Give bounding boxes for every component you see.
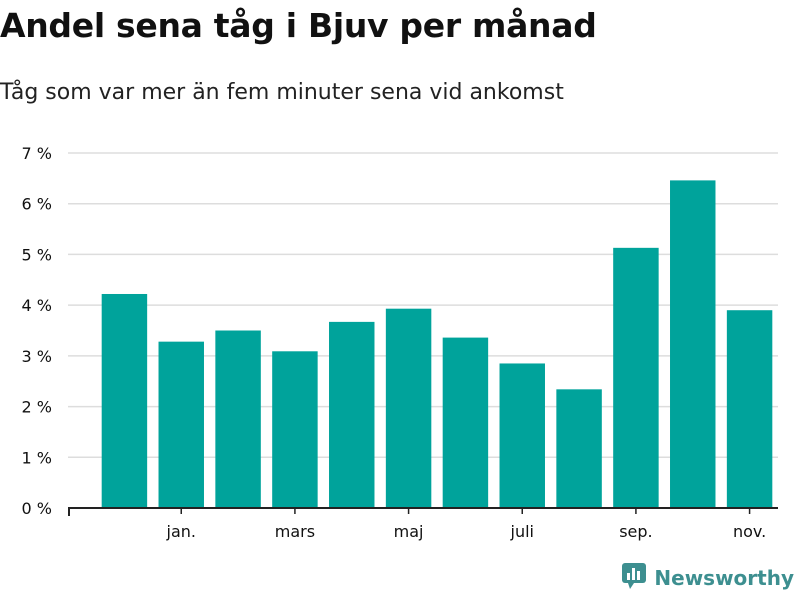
bar <box>101 293 148 508</box>
x-tick-label: maj <box>394 522 424 541</box>
bar <box>499 363 545 508</box>
bar <box>613 247 659 509</box>
chart-title: Andel sena tåg i Bjuv per månad <box>0 6 597 45</box>
x-tick-label: sep. <box>619 522 652 541</box>
bar <box>272 351 318 508</box>
newsworthy-logo-icon <box>621 562 649 594</box>
x-tick-label: mars <box>275 522 315 541</box>
y-tick-label: 2 % <box>22 398 52 417</box>
y-tick-label: 3 % <box>22 347 52 366</box>
bar <box>442 337 489 508</box>
y-tick-label: 4 % <box>22 296 52 315</box>
bar <box>726 310 773 508</box>
bar <box>215 330 261 508</box>
y-tick-label: 0 % <box>22 499 52 518</box>
brand-name: Newsworthy <box>654 566 794 590</box>
bar <box>158 341 204 508</box>
x-tick-label: nov. <box>733 522 766 541</box>
bar <box>556 389 602 508</box>
bar <box>385 308 432 508</box>
x-tick-label: jan. <box>166 522 196 541</box>
y-tick-label: 7 % <box>22 144 52 163</box>
bar <box>329 321 375 508</box>
x-tick-label: juli <box>510 522 534 541</box>
y-tick-label: 1 % <box>22 448 52 467</box>
newsworthy-brand: Newsworthy <box>621 562 794 594</box>
y-tick-label: 5 % <box>22 245 52 264</box>
y-tick-label: 6 % <box>22 195 52 214</box>
bar <box>670 180 716 508</box>
chart-subtitle: Tåg som var mer än fem minuter sena vid … <box>0 80 564 105</box>
